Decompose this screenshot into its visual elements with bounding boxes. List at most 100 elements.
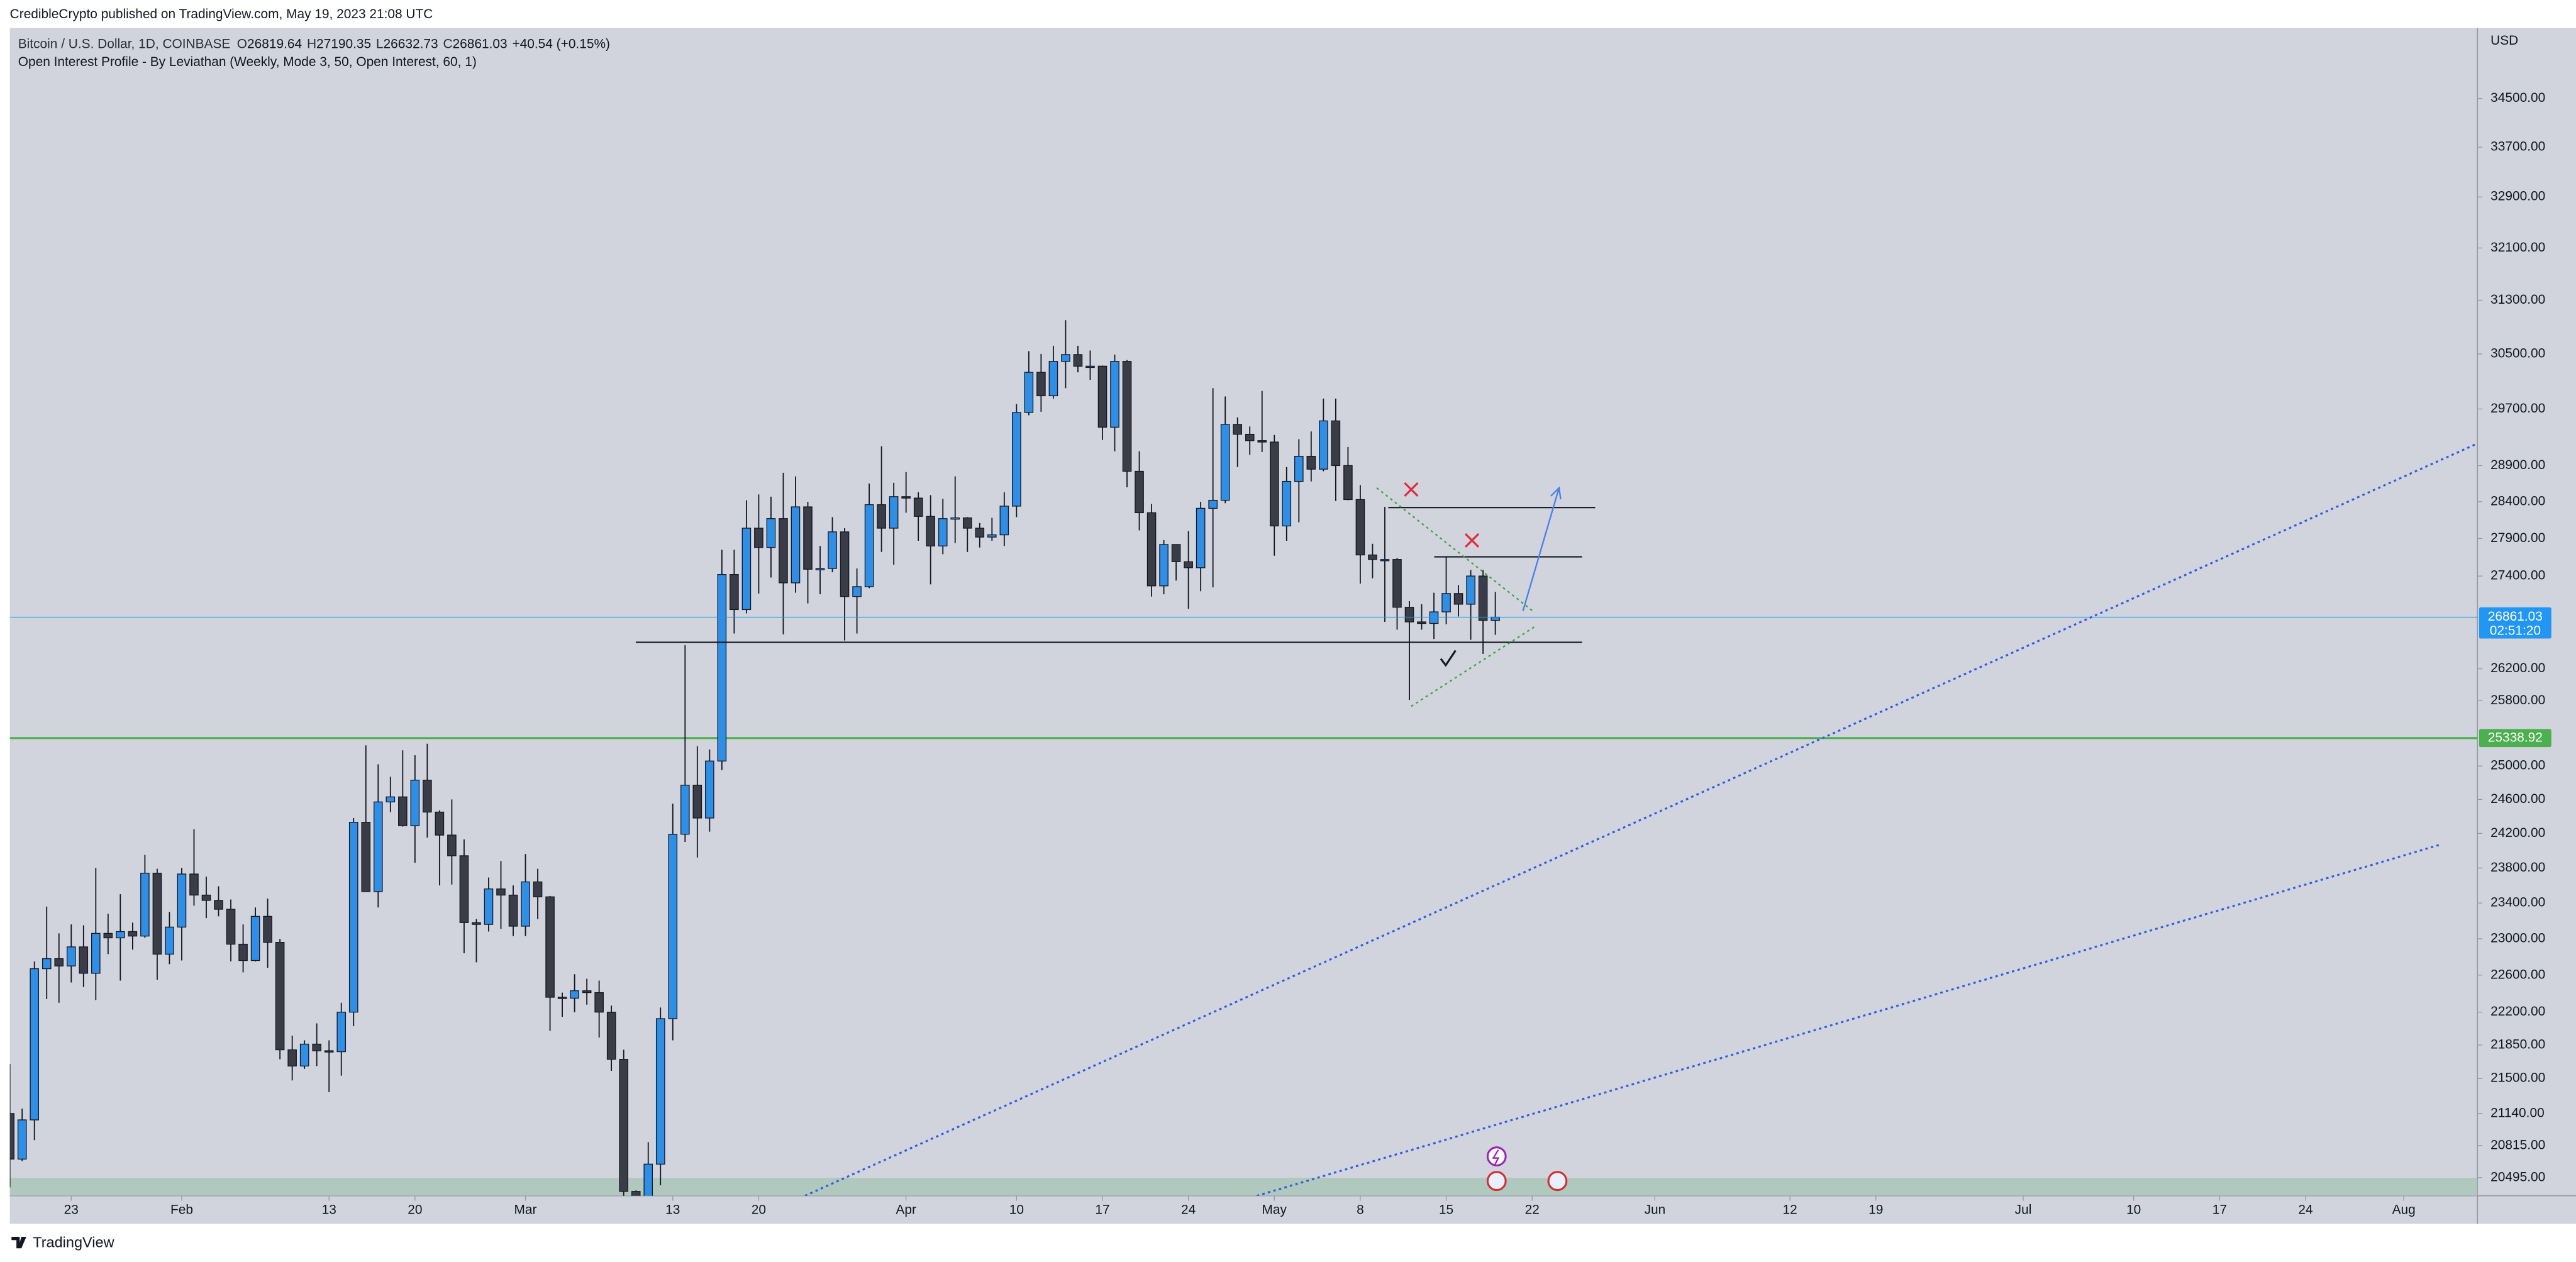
y-tick-label: 22600.00 bbox=[2490, 967, 2545, 982]
candle-body bbox=[91, 933, 101, 974]
symbol-line: Bitcoin / U.S. Dollar, 1D, COINBASE O2681… bbox=[18, 36, 610, 51]
candle-body bbox=[557, 997, 567, 999]
economic-event-icon[interactable] bbox=[1486, 1171, 1507, 1192]
candle-body bbox=[692, 784, 702, 819]
candle-body bbox=[606, 1011, 616, 1060]
cross-mark bbox=[1404, 482, 1419, 497]
trend-line bbox=[1256, 843, 2442, 1196]
candle-body bbox=[913, 497, 923, 517]
candle-body bbox=[1417, 621, 1426, 624]
candle-body bbox=[1146, 512, 1157, 587]
candle-body bbox=[926, 516, 935, 546]
y-tick-label: 27900.00 bbox=[2490, 531, 2545, 545]
candle-body bbox=[1061, 354, 1070, 362]
y-tick-label: 30500.00 bbox=[2490, 346, 2545, 360]
candle-body bbox=[1355, 499, 1365, 556]
candle-body bbox=[1478, 575, 1488, 621]
y-tick-label: 23400.00 bbox=[2490, 895, 2545, 910]
indicator-name: Open Interest Profile - By Leviathan (We… bbox=[18, 55, 477, 69]
candle-body bbox=[643, 1163, 653, 1196]
y-tick-label: 24600.00 bbox=[2490, 792, 2545, 806]
candle-body bbox=[1048, 361, 1058, 397]
y-tick-label: 20495.00 bbox=[2490, 1170, 2545, 1184]
candle-body bbox=[987, 534, 997, 538]
candle-body bbox=[1269, 441, 1279, 527]
candle-body bbox=[152, 872, 162, 955]
y-tick-label: 23800.00 bbox=[2490, 860, 2545, 875]
y-tick-label: 21850.00 bbox=[2490, 1038, 2545, 1052]
candle-body bbox=[79, 946, 89, 974]
candle-body bbox=[1441, 593, 1451, 612]
candle-body bbox=[533, 881, 543, 897]
x-tick-label: 12 bbox=[1783, 1203, 1797, 1217]
candle-body bbox=[754, 528, 763, 548]
y-tick-label: 33700.00 bbox=[2490, 140, 2545, 154]
publisher-text: CredibleCrypto published on TradingView.… bbox=[10, 7, 433, 21]
candle-body bbox=[889, 496, 899, 529]
candle-body bbox=[54, 958, 64, 966]
candle-body bbox=[1171, 544, 1181, 562]
candle-body bbox=[324, 1050, 334, 1053]
candle-body bbox=[803, 506, 813, 570]
drawings bbox=[635, 442, 2478, 1196]
candle-body bbox=[263, 916, 272, 943]
symbol-readout: Bitcoin / U.S. Dollar, 1D, COINBASE O2681… bbox=[18, 36, 610, 51]
candle-body bbox=[999, 506, 1009, 536]
candle-body bbox=[386, 796, 396, 802]
candle-body bbox=[128, 931, 138, 937]
y-tick-label: 31300.00 bbox=[2490, 292, 2545, 307]
candle-body bbox=[1220, 424, 1230, 501]
readout-value: 27190.35 bbox=[316, 36, 371, 51]
candle-body bbox=[877, 504, 886, 529]
brand-logo bbox=[11, 1237, 26, 1249]
last-price-box bbox=[2479, 607, 2551, 639]
candle-body bbox=[447, 834, 457, 856]
readout-label: C bbox=[443, 36, 452, 51]
candle-body bbox=[226, 909, 236, 945]
candle-body bbox=[1466, 575, 1475, 605]
x-tick-label: 13 bbox=[322, 1203, 336, 1217]
candle-body bbox=[815, 568, 825, 570]
y-tick-label: 28900.00 bbox=[2490, 458, 2545, 472]
price-axis-unit: USD bbox=[2490, 33, 2518, 48]
candle-body bbox=[299, 1043, 309, 1066]
event-icon-glyph bbox=[1492, 1149, 1500, 1165]
axes: 34500.00 33700.00 32900.00 32100.00 31300.00… bbox=[64, 91, 2551, 1217]
candle-body bbox=[938, 518, 948, 546]
x-tick-label: Aug bbox=[2392, 1203, 2416, 1217]
x-tick-label: Jul bbox=[2015, 1203, 2032, 1217]
x-tick-label: 19 bbox=[1868, 1203, 1883, 1217]
candle-body bbox=[1257, 440, 1267, 443]
candle-body bbox=[177, 873, 187, 928]
candle-body bbox=[201, 894, 211, 901]
candle-body bbox=[705, 760, 714, 819]
candle-body bbox=[1122, 361, 1132, 472]
event-icons bbox=[1486, 1146, 1568, 1192]
candle-body bbox=[103, 933, 113, 939]
x-tick-label: 23 bbox=[64, 1203, 79, 1217]
candle-body bbox=[116, 931, 125, 939]
candle-body bbox=[1429, 611, 1439, 624]
candle-body bbox=[741, 528, 752, 611]
candle-body bbox=[1012, 412, 1021, 507]
event-icon[interactable] bbox=[1486, 1146, 1507, 1166]
x-tick-label: May bbox=[1262, 1203, 1287, 1217]
chart-background bbox=[9, 28, 2576, 1224]
candle-body bbox=[852, 586, 862, 597]
plot-area bbox=[9, 320, 2478, 1196]
check-mark bbox=[1440, 650, 1457, 667]
x-tick-label: Feb bbox=[170, 1203, 193, 1217]
economic-event-icon[interactable] bbox=[1547, 1171, 1568, 1192]
candle-body bbox=[361, 822, 371, 892]
candle-body bbox=[238, 943, 248, 961]
candle-body bbox=[1343, 465, 1353, 501]
candle-body bbox=[336, 1011, 347, 1053]
candle-body bbox=[373, 801, 383, 892]
candle-body bbox=[840, 531, 850, 597]
x-tick-label: Apr bbox=[896, 1203, 916, 1217]
x-tick-label: 24 bbox=[1181, 1203, 1196, 1217]
candle-body bbox=[901, 496, 911, 499]
candle-body bbox=[398, 796, 408, 826]
candle-body bbox=[1135, 470, 1144, 514]
